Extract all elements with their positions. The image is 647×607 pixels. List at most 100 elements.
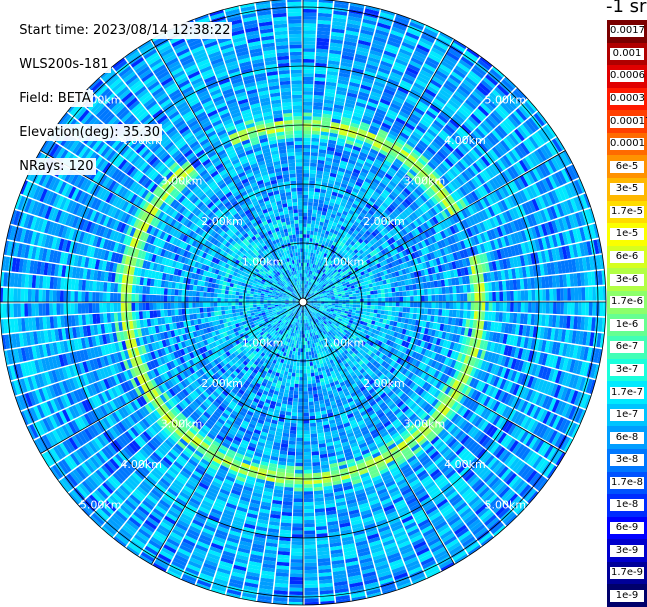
beta-gate-cell xyxy=(345,99,356,105)
beta-gate-cell xyxy=(322,178,329,183)
beta-gate-cell xyxy=(360,148,370,155)
beta-gate-cell xyxy=(509,312,514,323)
beta-gate-cell xyxy=(380,125,390,133)
beta-gate-cell xyxy=(435,302,439,309)
beta-gate-cell xyxy=(346,136,356,142)
beta-gate-cell xyxy=(317,16,332,21)
beta-gate-cell xyxy=(448,309,453,317)
beta-gate-cell xyxy=(312,109,323,114)
beta-gate-cell xyxy=(303,173,310,177)
beta-gate-cell xyxy=(353,221,360,227)
beta-gate-cell xyxy=(362,196,369,203)
beta-gate-cell xyxy=(384,139,394,147)
beta-gate-cell xyxy=(434,40,449,51)
beta-gate-cell xyxy=(467,293,471,302)
beta-gate-cell xyxy=(366,312,371,316)
beta-gate-cell xyxy=(367,187,375,194)
beta-gate-cell xyxy=(343,207,350,213)
beta-gate-cell xyxy=(303,266,305,270)
beta-gate-cell xyxy=(335,226,340,232)
beta-gate-cell xyxy=(367,298,371,302)
beta-gate-cell xyxy=(325,153,334,159)
beta-gate-cell xyxy=(307,219,312,224)
beta-gate-cell xyxy=(303,287,305,292)
beta-gate-cell xyxy=(327,146,335,152)
beta-gate-cell xyxy=(380,289,385,294)
beta-gate-cell xyxy=(364,161,373,168)
beta-gate-cell xyxy=(335,235,341,240)
beta-gate-cell xyxy=(307,252,311,257)
beta-gate-cell xyxy=(400,107,411,116)
beta-gate-cell xyxy=(379,284,385,290)
beta-gate-cell xyxy=(359,187,367,194)
beta-gate-cell xyxy=(463,284,468,293)
beta-gate-cell xyxy=(341,198,348,204)
beta-gate-cell xyxy=(349,81,361,88)
beta-gate-cell xyxy=(371,145,381,152)
beta-gate-cell xyxy=(419,69,433,79)
beta-gate-cell xyxy=(485,292,489,301)
beta-gate-cell xyxy=(403,302,407,307)
beta-gate-cell xyxy=(347,162,355,169)
beta-gate-cell xyxy=(356,177,364,184)
beta-gate-cell xyxy=(378,128,389,136)
beta-gate-cell xyxy=(381,162,390,170)
beta-gate-cell xyxy=(312,469,321,474)
beta-gate-cell xyxy=(337,170,345,176)
beta-gate-cell xyxy=(308,263,311,267)
beta-gate-cell xyxy=(406,119,417,128)
beta-gate-cell xyxy=(408,284,414,291)
beta-gate-cell xyxy=(310,230,314,235)
beta-gate-cell xyxy=(528,302,532,313)
beta-gate-cell xyxy=(370,298,375,302)
beta-gate-cell xyxy=(429,104,441,114)
beta-gate-cell xyxy=(354,287,359,291)
beta-gate-cell xyxy=(311,454,320,459)
beta-gate-cell xyxy=(318,199,324,204)
beta-gate-cell xyxy=(318,251,322,256)
beta-gate-cell xyxy=(305,259,308,263)
beta-gate-cell xyxy=(433,98,445,108)
beta-gate-cell xyxy=(322,260,326,265)
beta-gate-cell xyxy=(312,386,317,391)
beta-gate-cell xyxy=(303,255,306,260)
beta-gate-cell xyxy=(366,291,371,295)
beta-gate-cell xyxy=(317,206,323,211)
beta-gate-cell xyxy=(380,145,390,153)
beta-gate-cell xyxy=(423,113,435,122)
beta-gate-cell xyxy=(306,230,311,235)
beta-gate-cell xyxy=(574,302,579,315)
beta-gate-cell xyxy=(387,78,400,86)
beta-gate-cell xyxy=(325,230,330,236)
beta-gate-cell xyxy=(390,71,403,80)
beta-gate-cell xyxy=(321,120,331,126)
beta-gate-cell xyxy=(370,121,381,129)
beta-gate-cell xyxy=(303,180,309,185)
beta-gate-cell xyxy=(390,164,399,172)
beta-gate-cell xyxy=(375,188,383,195)
beta-gate-cell xyxy=(320,267,325,272)
beta-gate-cell xyxy=(361,118,372,125)
beta-gate-cell xyxy=(363,298,368,302)
beta-gate-cell xyxy=(304,273,306,278)
beta-gate-cell xyxy=(324,257,328,262)
beta-gate-cell xyxy=(387,288,392,293)
beta-gate-cell xyxy=(310,227,315,232)
beta-gate-cell xyxy=(491,311,496,322)
beta-gate-cell xyxy=(414,128,424,137)
beta-gate-cell xyxy=(314,404,320,409)
beta-gate-cell xyxy=(363,206,370,212)
beta-gate-cell xyxy=(585,302,589,316)
beta-gate-cell xyxy=(369,125,380,132)
beta-gate-cell xyxy=(395,306,400,312)
beta-gate-cell xyxy=(312,116,322,121)
beta-gate-cell xyxy=(377,132,387,140)
beta-gate-cell xyxy=(312,472,322,477)
beta-gate-cell xyxy=(410,134,420,143)
beta-gate-cell xyxy=(322,269,326,273)
beta-gate-cell xyxy=(326,74,338,80)
beta-gate-cell xyxy=(353,212,359,218)
beta-gate-cell xyxy=(331,225,336,230)
beta-gate-cell xyxy=(308,187,315,192)
beta-gate-cell xyxy=(327,223,333,229)
